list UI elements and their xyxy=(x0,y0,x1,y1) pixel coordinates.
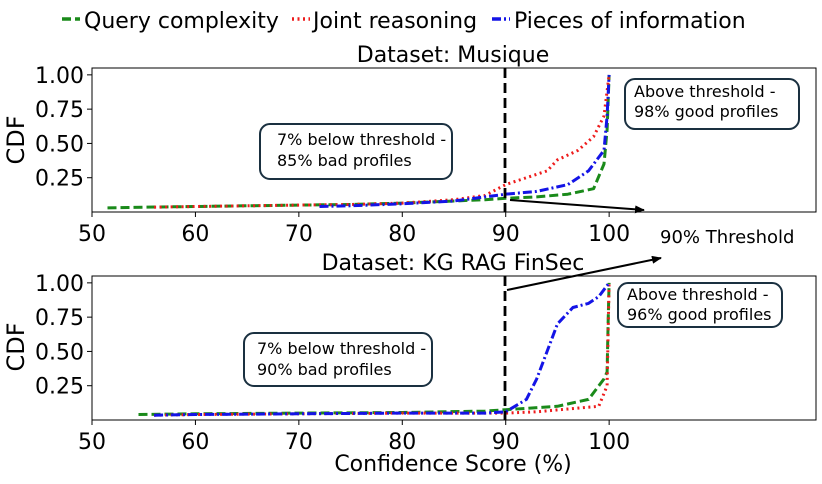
x-tick-label-70: 70 xyxy=(285,222,313,247)
x-tick-label-80: 80 xyxy=(388,222,416,247)
annotation-box-above-kg-rag-finsec xyxy=(617,282,783,328)
annotation-box-above-musique xyxy=(624,78,800,130)
annotation-below-line2-musique: 85% bad profiles xyxy=(277,151,412,170)
threshold-callout: 90% Threshold xyxy=(506,199,794,291)
y-tick-label-0-75: 0.75 xyxy=(35,306,84,331)
legend-label-query-complexity: Query complexity xyxy=(84,9,279,34)
annotation-above-line1-musique: Above threshold - xyxy=(634,82,776,101)
series-line-pieces-of-information-dataset-musique xyxy=(319,74,611,208)
annotation-above-line2-kg-rag-finsec: 96% good profiles xyxy=(627,305,772,324)
y-tick-label-0-25: 0.25 xyxy=(35,167,84,192)
y-tick-label-0-50: 0.50 xyxy=(35,132,84,157)
x-tick-label-90: 90 xyxy=(492,222,520,247)
y-tick-label-0-75: 0.75 xyxy=(35,98,84,123)
y-axis-label-musique: CDF xyxy=(2,115,30,164)
panel-title-musique: Dataset: Musique xyxy=(357,43,550,68)
series-line-joint-reasoning-dataset-musique xyxy=(154,74,611,209)
x-tick-label-50: 50 xyxy=(78,222,106,247)
x-tick-label-60: 60 xyxy=(181,222,209,247)
threshold-label: 90% Threshold xyxy=(660,227,794,248)
legend: Query complexity Joint reasoning Pieces … xyxy=(62,9,746,34)
y-tick-label-1-00: 1.00 xyxy=(35,64,84,89)
x-tick-label-80: 80 xyxy=(388,430,416,455)
x-tick-label-70: 70 xyxy=(285,430,313,455)
panel-title-kg-rag-finsec: Dataset: KG RAG FinSec xyxy=(322,251,585,276)
x-tick-label-60: 60 xyxy=(181,430,209,455)
annotation-box-below-kg-rag-finsec xyxy=(243,332,433,387)
legend-label-joint-reasoning: Joint reasoning xyxy=(311,9,477,34)
threshold-arrow-bottom xyxy=(506,255,662,291)
x-tick-label-90: 90 xyxy=(492,430,520,455)
series-line-pieces-of-information-dataset-kg-rag-finsec xyxy=(154,281,611,417)
threshold-arrow-top xyxy=(509,199,645,214)
y-tick-label-0-25: 0.25 xyxy=(35,375,84,400)
x-tick-label-50: 50 xyxy=(78,430,106,455)
x-tick-label-100: 100 xyxy=(588,222,630,247)
panel-kg-rag-finsec: Dataset: KG RAG FinSec CDF 50 60 70 80 90 100… xyxy=(2,251,817,455)
annotation-above-line2-musique: 98% good profiles xyxy=(634,102,779,121)
series-line-query-complexity-dataset-musique xyxy=(107,74,611,210)
axes-frame-kg-rag-finsec xyxy=(91,275,817,421)
annotation-below-line1-kg-rag-finsec: 7% below threshold - xyxy=(257,339,426,358)
legend-label-pieces-of-information: Pieces of information xyxy=(514,9,746,34)
annotation-box-below-musique xyxy=(259,123,453,180)
annotation-below-line2-kg-rag-finsec: 90% bad profiles xyxy=(257,360,392,379)
y-tick-label-1-00: 1.00 xyxy=(35,272,84,297)
x-tick-label-100: 100 xyxy=(588,430,630,455)
x-axis-label: Confidence Score (%) xyxy=(334,452,571,477)
annotation-below-line1-musique: 7% below threshold - xyxy=(277,130,446,149)
panel-musique: Dataset: Musique CDF 50 60 70 80 90 100 0.25 0.… xyxy=(2,43,817,247)
y-tick-label-0-50: 0.50 xyxy=(35,340,84,365)
y-axis-label-kg-rag-finsec: CDF xyxy=(2,322,30,371)
annotation-above-line1-kg-rag-finsec: Above threshold - xyxy=(627,285,769,304)
axes-frame-musique xyxy=(91,67,817,213)
